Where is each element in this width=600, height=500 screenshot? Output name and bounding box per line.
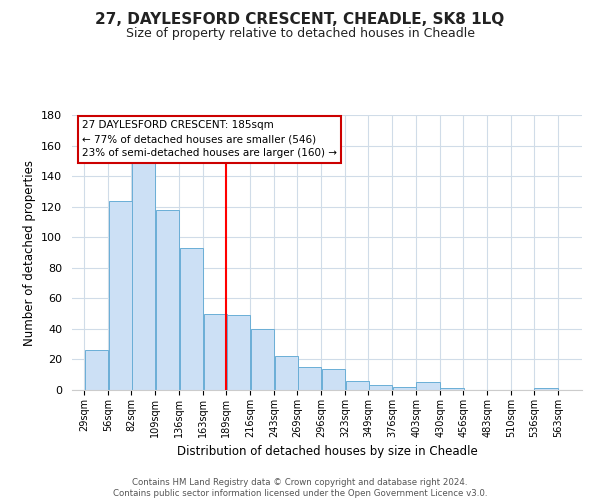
Bar	[535, 388, 557, 390]
Bar	[85, 350, 108, 390]
Y-axis label: Number of detached properties: Number of detached properties	[23, 160, 35, 346]
Bar	[392, 387, 416, 390]
Bar	[227, 315, 250, 390]
Bar	[346, 381, 369, 390]
Text: 27, DAYLESFORD CRESCENT, CHEADLE, SK8 1LQ: 27, DAYLESFORD CRESCENT, CHEADLE, SK8 1L…	[95, 12, 505, 28]
Bar	[109, 200, 132, 390]
Bar	[275, 356, 298, 390]
Bar	[368, 386, 392, 390]
Text: Contains HM Land Registry data © Crown copyright and database right 2024.
Contai: Contains HM Land Registry data © Crown c…	[113, 478, 487, 498]
Bar	[416, 382, 440, 390]
Bar	[440, 388, 464, 390]
Bar	[298, 367, 321, 390]
Text: Size of property relative to detached houses in Cheadle: Size of property relative to detached ho…	[125, 28, 475, 40]
Bar	[156, 210, 179, 390]
Bar	[132, 161, 155, 390]
Bar	[251, 329, 274, 390]
Bar	[203, 314, 227, 390]
X-axis label: Distribution of detached houses by size in Cheadle: Distribution of detached houses by size …	[176, 445, 478, 458]
Bar	[322, 368, 345, 390]
Bar	[179, 248, 203, 390]
Text: 27 DAYLESFORD CRESCENT: 185sqm
← 77% of detached houses are smaller (546)
23% of: 27 DAYLESFORD CRESCENT: 185sqm ← 77% of …	[82, 120, 337, 158]
